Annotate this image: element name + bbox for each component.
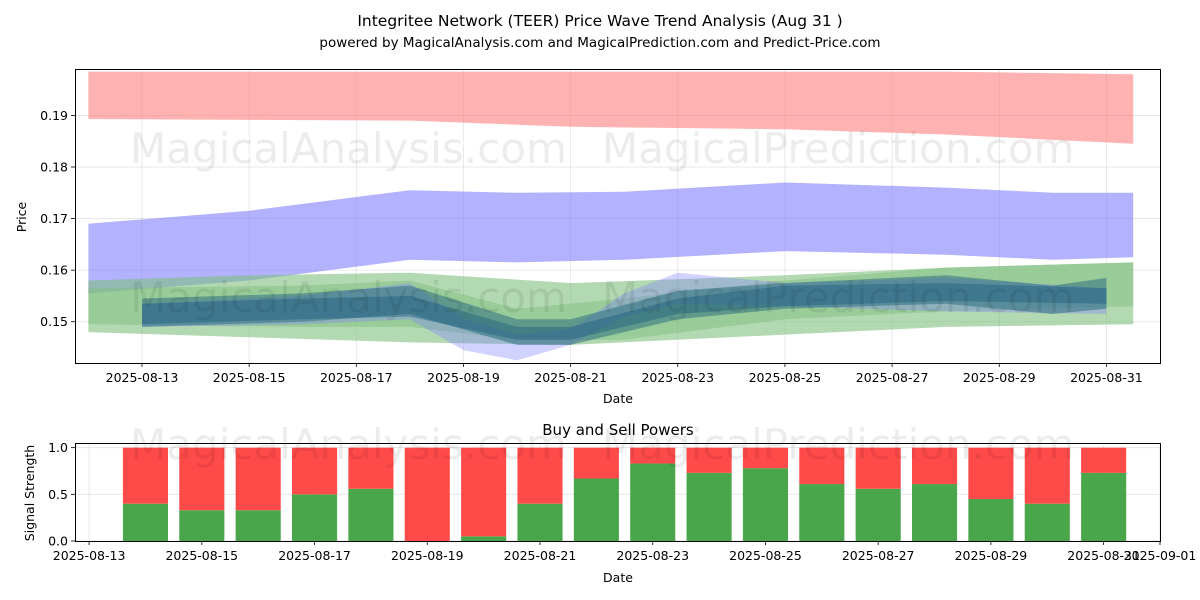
watermark-text: MagicalPrediction.com <box>602 124 1075 173</box>
buy-bar <box>799 484 845 541</box>
price-y-tick-label: 0.18 <box>40 160 68 175</box>
buy-bar <box>630 463 676 541</box>
sell-bar <box>912 447 958 485</box>
price-band <box>88 182 1134 294</box>
price-y-ticks: 0.15 0.16 0.17 0.18 0.19 <box>40 108 75 329</box>
buy-bar <box>461 536 507 541</box>
price-x-tick-label: 2025-08-21 <box>534 370 607 385</box>
watermark-text: MagicalPrediction.com <box>602 420 1075 469</box>
price-y-tick-label: 0.16 <box>40 263 68 278</box>
buy-bar <box>517 503 563 541</box>
sell-bar <box>573 447 619 479</box>
price-x-tick-label: 2025-08-19 <box>427 370 500 385</box>
buy-bar <box>292 494 338 541</box>
watermark-text: MagicalAnalysis.com <box>130 273 567 322</box>
price-band <box>88 71 1134 144</box>
price-y-tick-label: 0.19 <box>40 108 68 123</box>
price-x-tick-label: 2025-08-31 <box>1070 370 1143 385</box>
price-x-axis-label: Date <box>603 391 633 406</box>
signal-x-tick-label: 2025-08-23 <box>616 548 689 563</box>
buy-bar <box>912 484 958 541</box>
buy-bar <box>686 472 732 541</box>
buy-bar <box>179 510 225 541</box>
signal-plot-frame <box>75 443 1161 542</box>
watermark-text: MagicalAnalysis.com <box>130 124 567 173</box>
buy-bar <box>742 468 788 541</box>
sell-bar <box>742 447 788 469</box>
price-x-tick-label: 2025-08-25 <box>749 370 822 385</box>
signal-x-tick-label: 2025-08-21 <box>504 548 577 563</box>
signal-x-tick-label: 2025-08-13 <box>53 548 126 563</box>
sell-bar <box>1081 447 1127 473</box>
signal-y-tick-label: 0.5 <box>48 487 68 502</box>
signal-x-tick-label: 2025-09-01 <box>1124 548 1197 563</box>
signal-x-tick-label: 2025-08-29 <box>955 548 1028 563</box>
signal-x-tick-label: 2025-08-25 <box>729 548 802 563</box>
sell-bar <box>292 447 338 495</box>
price-x-tick-label: 2025-08-29 <box>963 370 1036 385</box>
sell-bar <box>686 447 732 473</box>
price-x-ticks: 2025-08-13 2025-08-15 2025-08-17 2025-08-19… <box>106 363 1143 385</box>
signal-y-axis-label: Signal Strength <box>22 445 37 541</box>
sell-bar <box>179 447 225 511</box>
signal-x-tick-label: 2025-08-17 <box>278 548 351 563</box>
sell-bar <box>799 447 845 485</box>
watermark-text: MagicalAnalysis.com <box>130 420 567 469</box>
signal-x-tick-label: 2025-08-15 <box>165 548 238 563</box>
buy-bar <box>1081 472 1127 541</box>
buy-bar <box>968 499 1014 541</box>
watermark-text: MagicalPrediction.com <box>602 273 1075 322</box>
signal-x-tick-label: 2025-08-19 <box>391 548 464 563</box>
signal-panel: Buy and Sell Powers MagicalAnalysis.com M… <box>22 420 1196 585</box>
buy-bar <box>348 488 394 541</box>
price-bands <box>88 71 1134 361</box>
chart-subtitle: powered by MagicalAnalysis.com and Magic… <box>319 35 880 51</box>
signal-y-ticks: 0.0 0.5 1.0 <box>48 440 75 549</box>
signal-y-tick-label: 0.0 <box>48 534 68 549</box>
sell-bar <box>348 447 394 489</box>
price-band <box>142 275 1107 345</box>
sell-bar <box>404 447 450 541</box>
sell-bar <box>461 447 507 537</box>
buy-bar <box>573 478 619 541</box>
sell-bar <box>855 447 901 489</box>
buy-bar <box>235 510 281 541</box>
price-x-tick-label: 2025-08-23 <box>641 370 714 385</box>
buy-bar <box>1024 503 1070 541</box>
price-x-tick-label: 2025-08-15 <box>213 370 286 385</box>
signal-x-axis-label: Date <box>603 570 633 585</box>
buy-bar <box>855 488 901 541</box>
price-band <box>142 283 1107 340</box>
buy-bar <box>122 503 168 541</box>
price-x-tick-label: 2025-08-27 <box>856 370 929 385</box>
sell-bar <box>630 447 676 464</box>
price-watermarks: MagicalAnalysis.com MagicalPrediction.com… <box>130 124 1075 322</box>
signal-x-tick-label: 2025-08-27 <box>842 548 915 563</box>
signal-x-ticks: 2025-08-13 2025-08-15 2025-08-17 2025-08-19… <box>53 541 1197 563</box>
sell-bar <box>968 447 1014 499</box>
price-y-axis-label: Price <box>14 201 29 232</box>
price-plot-frame <box>75 69 1161 364</box>
signal-watermarks: MagicalAnalysis.com MagicalPrediction.com <box>130 420 1075 469</box>
sell-bar <box>517 447 563 504</box>
price-wave-panel: MagicalAnalysis.com MagicalPrediction.com… <box>14 69 1161 406</box>
price-y-tick-label: 0.17 <box>40 211 68 226</box>
sell-bar <box>122 447 168 504</box>
chart-title: Integritee Network (TEER) Price Wave Tre… <box>357 12 842 30</box>
sell-bar <box>1024 447 1070 504</box>
signal-bars <box>122 447 1127 541</box>
signal-x-tick-label: 2025-08-31 <box>1067 548 1140 563</box>
sell-bar <box>235 447 281 511</box>
price-y-tick-label: 0.15 <box>40 314 68 329</box>
price-x-tick-label: 2025-08-17 <box>320 370 393 385</box>
signal-y-tick-label: 1.0 <box>48 440 68 455</box>
price-x-tick-label: 2025-08-13 <box>106 370 179 385</box>
signal-chart-title: Buy and Sell Powers <box>542 421 694 439</box>
